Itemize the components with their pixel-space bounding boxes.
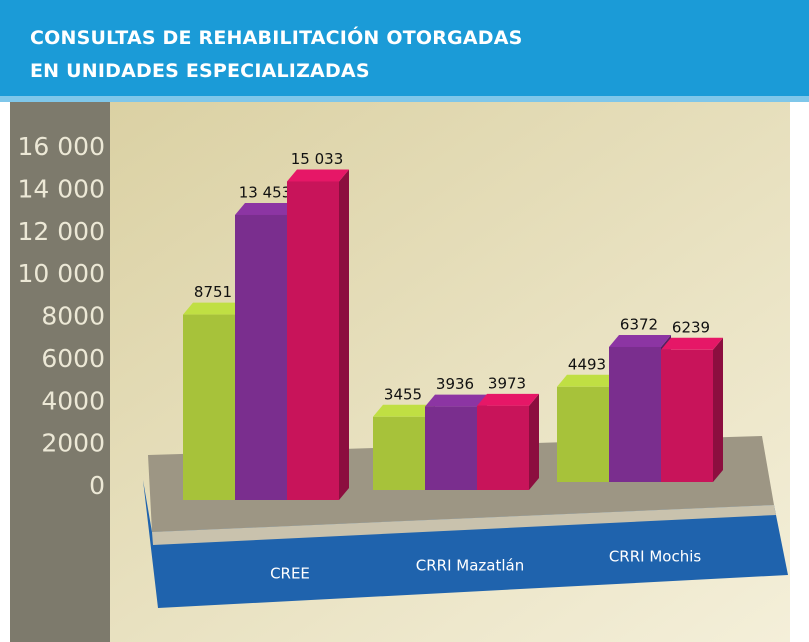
value-label: 6239 xyxy=(672,318,710,336)
banner-edge xyxy=(0,96,809,102)
y-tick-label: 6000 xyxy=(41,344,105,373)
value-label: 3455 xyxy=(384,385,422,403)
value-label: 8751 xyxy=(194,283,232,301)
value-label: 6372 xyxy=(620,315,658,333)
bar-top xyxy=(373,404,435,417)
bar xyxy=(609,346,661,482)
bar-top xyxy=(183,302,245,315)
bar xyxy=(373,416,425,490)
bar xyxy=(183,314,235,500)
x-tick-label: CREE xyxy=(270,565,310,583)
platform-edge xyxy=(152,505,776,545)
value-label: 15 033 xyxy=(291,150,344,168)
bar-side xyxy=(713,337,723,482)
value-label: 3936 xyxy=(436,375,474,393)
bar-top xyxy=(557,374,619,387)
bar-side xyxy=(529,393,539,490)
y-tick-label: 0 xyxy=(89,471,105,500)
x-tick-label: CRRI Mazatlán xyxy=(416,557,524,575)
bar-top xyxy=(235,202,297,215)
bar-top xyxy=(287,169,349,182)
bar-top xyxy=(661,337,723,350)
y-tick-label: 10 000 xyxy=(18,259,105,288)
x-tick-label: CRRI Mochis xyxy=(609,548,702,566)
y-tick-label: 12 000 xyxy=(18,217,105,246)
bar xyxy=(235,214,287,500)
bar xyxy=(557,386,609,482)
axis-strip xyxy=(10,102,110,642)
bar-top xyxy=(609,334,671,347)
y-tick-label: 14 000 xyxy=(18,174,105,203)
y-tick-label: 2000 xyxy=(41,429,105,458)
y-tick-label: 8000 xyxy=(41,302,105,331)
y-tick-label: 16 000 xyxy=(18,132,105,161)
bar-top xyxy=(477,393,539,406)
bar xyxy=(477,405,529,490)
value-label: 3973 xyxy=(488,374,526,392)
bar xyxy=(287,181,339,500)
chart-title: CONSULTAS DE REHABILITACIÓN OTORGADAS EN… xyxy=(30,27,523,82)
value-label: 4493 xyxy=(568,355,606,373)
title-banner xyxy=(0,0,809,96)
bar-side xyxy=(339,169,349,500)
bar-top xyxy=(425,394,487,407)
value-label: 13 453 xyxy=(239,183,292,201)
bar xyxy=(661,349,713,482)
bar xyxy=(425,406,477,490)
y-tick-label: 4000 xyxy=(41,386,105,415)
